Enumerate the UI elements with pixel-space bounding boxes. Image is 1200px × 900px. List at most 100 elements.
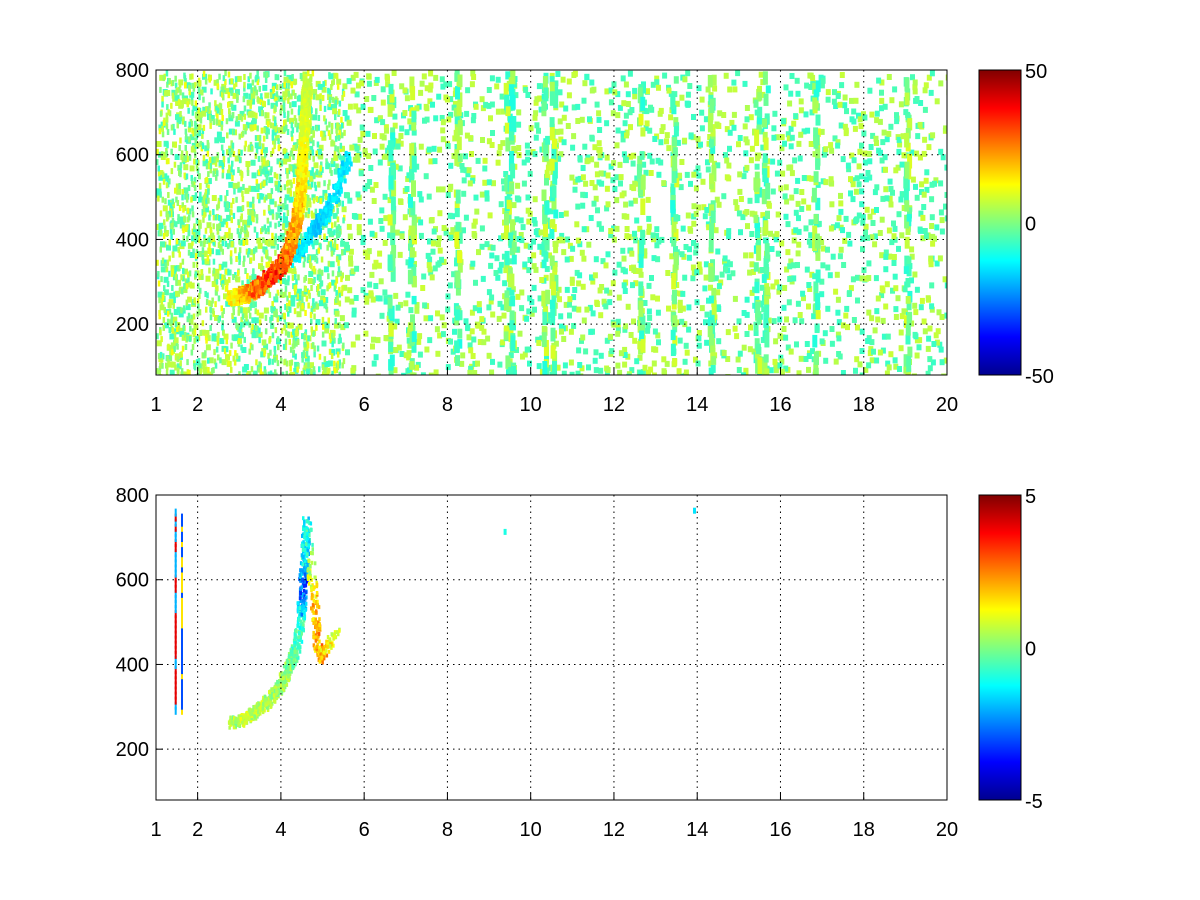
top-heatmap-cell xyxy=(541,290,547,307)
top-heatmap-cell xyxy=(759,267,765,273)
top-heatmap-cell xyxy=(631,266,637,273)
top-heatmap-cell xyxy=(312,330,315,337)
top-heatmap-cell xyxy=(276,84,279,91)
top-heatmap-cell xyxy=(323,115,326,122)
top-heatmap-cell xyxy=(472,370,478,375)
top-heatmap-cell xyxy=(553,340,559,347)
top-heatmap-cell xyxy=(238,238,241,245)
top-heatmap-cell xyxy=(321,316,325,323)
top-heatmap-cell xyxy=(744,331,750,337)
top-heatmap-cell xyxy=(191,211,195,218)
top-heatmap-cell xyxy=(399,83,405,90)
top-heatmap-cell xyxy=(754,129,760,146)
top-heatmap-cell xyxy=(241,190,244,197)
top-heatmap-cell xyxy=(338,300,342,307)
top-heatmap-cell xyxy=(671,237,677,247)
top-heatmap-cell xyxy=(672,155,678,172)
top-heatmap-cell xyxy=(516,121,522,128)
top-heatmap-cell xyxy=(206,292,209,299)
top-heatmap-cell xyxy=(854,175,860,182)
top-heatmap-cell xyxy=(267,287,270,294)
top-heatmap-cell xyxy=(177,214,180,221)
top-heatmap-cell xyxy=(336,351,340,358)
top-heatmap-cell xyxy=(331,341,334,348)
top-heatmap-cell xyxy=(475,157,481,164)
top-heatmap-cell xyxy=(486,138,492,145)
top-heatmap-cell xyxy=(561,370,567,375)
top-heatmap-cell xyxy=(191,181,194,187)
top-heatmap-cell xyxy=(494,255,500,262)
top-heatmap-cell xyxy=(594,161,600,168)
top-heatmap-cell xyxy=(270,314,273,321)
top-heatmap-cell xyxy=(841,262,847,268)
top-heatmap-cell xyxy=(670,93,676,110)
top-heatmap-cell xyxy=(538,229,544,236)
top-heatmap-cell xyxy=(509,84,514,96)
top-heatmap-cell xyxy=(219,103,223,110)
top-heatmap-cell xyxy=(544,169,550,179)
top-heatmap-cell xyxy=(204,227,208,234)
top-heatmap-cell xyxy=(776,288,782,295)
top-heatmap-cell xyxy=(412,261,417,267)
top-heatmap-cell xyxy=(392,323,398,330)
top-heatmap-cell xyxy=(820,77,826,84)
top-heatmap-cell xyxy=(322,189,328,196)
top-heatmap-cell xyxy=(186,335,189,342)
top-heatmap-cell xyxy=(490,244,496,251)
top-heatmap-cell xyxy=(327,260,331,267)
top-heatmap-cell xyxy=(509,310,515,321)
top-heatmap-cell xyxy=(903,109,909,116)
top-heatmap-cell xyxy=(897,141,903,148)
top-heatmap-cell xyxy=(284,197,287,204)
top-heatmap-cell xyxy=(912,331,918,338)
top-heatmap-cell xyxy=(158,369,161,375)
top-heatmap-cell xyxy=(399,351,405,357)
top-heatmap-cell xyxy=(178,101,184,108)
top-heatmap-cell xyxy=(673,76,679,84)
top-heatmap-cell xyxy=(497,267,503,274)
top-heatmap-cell xyxy=(237,149,241,155)
top-heatmap-cell xyxy=(418,219,424,226)
top-heatmap-cell xyxy=(886,130,892,137)
top-heatmap-cell xyxy=(842,102,848,109)
top-heatmap-cell xyxy=(796,370,802,375)
top-heatmap-cell xyxy=(523,242,529,249)
top-heatmap-cell xyxy=(246,279,252,286)
top-heatmap-cell xyxy=(696,261,702,268)
top-heatmap-cell xyxy=(397,165,403,172)
top-heatmap-cell xyxy=(344,296,350,303)
top-heatmap-cell xyxy=(323,297,326,304)
top-heatmap-cell xyxy=(338,322,341,329)
top-heatmap-cell xyxy=(604,337,610,344)
top-heatmap-cell xyxy=(604,120,610,127)
top-heatmap-cell xyxy=(638,271,644,278)
top-heatmap-cell xyxy=(218,236,224,243)
top-heatmap-cell xyxy=(860,214,866,221)
top-heatmap-cell xyxy=(608,99,614,106)
top-heatmap-cell xyxy=(883,249,889,256)
top-heatmap-cell xyxy=(868,346,874,353)
top-heatmap-cell xyxy=(209,314,213,321)
top-heatmap-cell xyxy=(454,149,460,166)
top-heatmap-cell xyxy=(615,127,621,134)
top-heatmap-cell xyxy=(708,295,714,304)
top-heatmap-cell xyxy=(580,165,586,171)
top-heatmap-cell xyxy=(495,159,501,166)
top-heatmap-cell xyxy=(199,183,202,189)
top-heatmap-cell xyxy=(429,274,435,281)
top-heatmap-cell xyxy=(763,312,769,328)
top-heatmap-cell xyxy=(244,187,250,194)
top-heatmap-cell xyxy=(178,205,182,211)
top-heatmap-cell xyxy=(218,223,221,229)
top-heatmap-cell xyxy=(216,107,220,114)
top-heatmap-cell xyxy=(308,292,311,299)
top-heatmap-cell xyxy=(677,307,683,313)
top-heatmap-cell xyxy=(372,133,377,139)
top-heatmap-cell xyxy=(716,283,722,290)
top-heatmap-cell xyxy=(366,80,372,87)
top-heatmap-cell xyxy=(724,157,730,164)
top-heatmap-cell xyxy=(768,230,773,237)
top-heatmap-cell xyxy=(324,215,328,221)
top-heatmap-cell xyxy=(628,124,633,131)
top-heatmap-cell xyxy=(608,232,614,239)
